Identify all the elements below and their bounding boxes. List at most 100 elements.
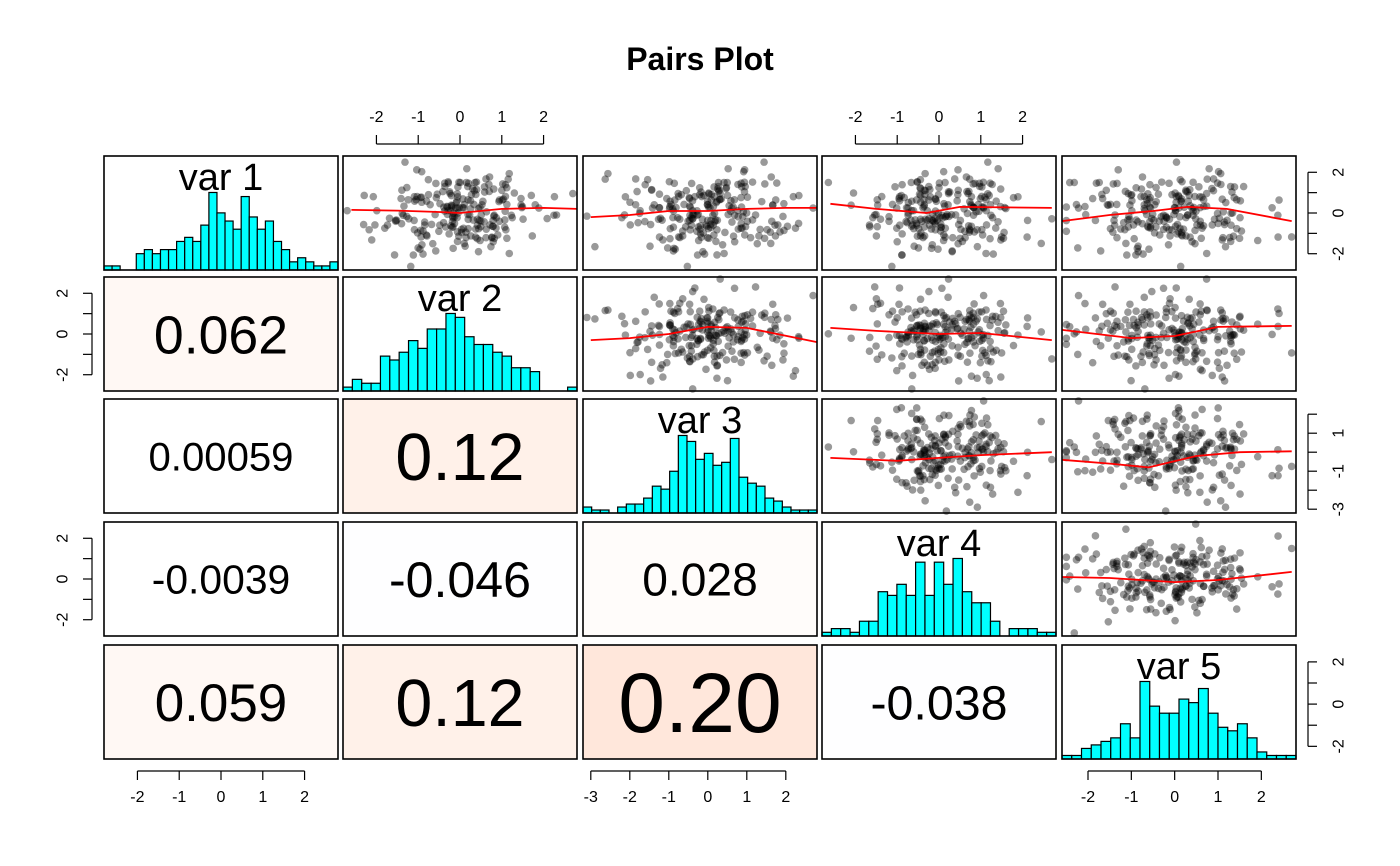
scatter-point [986, 234, 994, 243]
scatter-point [994, 326, 1002, 335]
scatter-point [746, 233, 755, 242]
histogram-bar [1149, 705, 1161, 760]
scatter-point [737, 349, 745, 357]
scatter-point [1002, 467, 1010, 475]
scatter-point [436, 199, 444, 208]
scatter-point [712, 331, 721, 340]
scatter-point [1102, 442, 1111, 451]
scatter-point [1165, 443, 1173, 452]
scatter-point [716, 351, 724, 360]
scatter-point [665, 335, 674, 344]
scatter-point [967, 192, 976, 201]
scatter-point [1152, 560, 1161, 568]
scatter-point [965, 422, 974, 430]
scatter-point [1221, 331, 1230, 340]
scatter-point [714, 337, 723, 346]
scatter-point [477, 211, 486, 219]
scatter-point [1145, 195, 1154, 204]
scatter-point [709, 305, 717, 313]
scatter-point [1165, 179, 1173, 188]
scatter-point [972, 431, 980, 439]
scatter-point [907, 222, 916, 231]
scatter-point [967, 372, 976, 381]
scatter-point [1274, 211, 1282, 220]
scatter-point [916, 175, 925, 184]
scatter-point [531, 201, 540, 209]
scatter-point [795, 191, 803, 200]
scatter-point [709, 336, 718, 345]
scatter-point [916, 295, 925, 304]
scatter-point [1134, 321, 1142, 329]
scatter-point [1151, 200, 1159, 209]
scatter-point [1104, 416, 1113, 425]
scatter-point [726, 207, 735, 216]
scatter-point [1209, 458, 1218, 467]
scatter-point [967, 323, 975, 332]
scatter-point [1182, 582, 1190, 590]
scatter-point [1146, 341, 1155, 350]
scatter-point [674, 233, 683, 241]
scatter-point [1109, 558, 1118, 567]
scatter-point [711, 216, 720, 224]
scatter-point [700, 191, 708, 200]
scatter-point [1198, 429, 1206, 437]
scatter-point [647, 322, 656, 330]
scatter-point [1070, 629, 1079, 637]
scatter-point [1073, 585, 1082, 593]
scatter-point [1239, 182, 1248, 191]
scatter-point [658, 216, 666, 224]
scatter-point [999, 234, 1008, 243]
scatter-point [970, 472, 978, 480]
scatter-point [741, 182, 750, 191]
scatter-point [1150, 229, 1159, 237]
histogram-bar [677, 434, 688, 514]
scatter-var2-var5 [1061, 275, 1297, 393]
scatter-point [1092, 337, 1101, 346]
correlation-var4-var3: 0.028 [582, 521, 818, 637]
scatter-point [1268, 330, 1276, 339]
scatter-point [1104, 201, 1113, 210]
y-axis-left-var-4: -202 [55, 534, 93, 627]
scatter-point [700, 295, 708, 304]
scatter-point [893, 314, 901, 322]
scatter-point [934, 481, 943, 490]
correlation-value: 0.059 [155, 674, 288, 733]
scatter-point [1146, 222, 1155, 231]
scatter-point [973, 225, 981, 234]
correlation-cell [103, 398, 339, 514]
scatter-point [1128, 197, 1136, 205]
scatter-point [1023, 471, 1031, 480]
scatter-point [986, 344, 995, 353]
histogram-bar [151, 253, 162, 271]
scatter-point [1134, 218, 1142, 226]
scatter-point [422, 197, 431, 205]
scatter-point [1146, 538, 1155, 547]
scatter-point [1091, 448, 1100, 457]
scatter-point [447, 191, 456, 200]
scatter-point [936, 460, 945, 469]
scatter-point [1182, 482, 1190, 491]
histogram-var-1: var 1 [103, 155, 339, 271]
scatter-point [965, 311, 974, 319]
scatter-point [1145, 351, 1154, 360]
scatter-point [1185, 295, 1194, 304]
scatter-point [729, 330, 738, 339]
scatter-point [1113, 562, 1121, 571]
scatter-point [948, 247, 956, 255]
scatter-point [737, 336, 746, 344]
scatter-point [888, 200, 897, 209]
scatter-point [950, 175, 959, 183]
scatter-point [1098, 594, 1107, 603]
scatter-point [1213, 209, 1222, 218]
scatter-point [643, 175, 652, 184]
correlation-var4-var1: -0.0039 [103, 521, 339, 637]
scatter-point [971, 456, 979, 464]
scatter-point [1062, 340, 1071, 349]
scatter-point [703, 328, 712, 336]
scatter-point [730, 196, 739, 204]
scatter-point [504, 175, 513, 183]
scatter-point [697, 318, 705, 326]
scatter-point [1202, 306, 1211, 314]
scatter-point [487, 242, 495, 251]
scatter-point [1106, 326, 1115, 334]
